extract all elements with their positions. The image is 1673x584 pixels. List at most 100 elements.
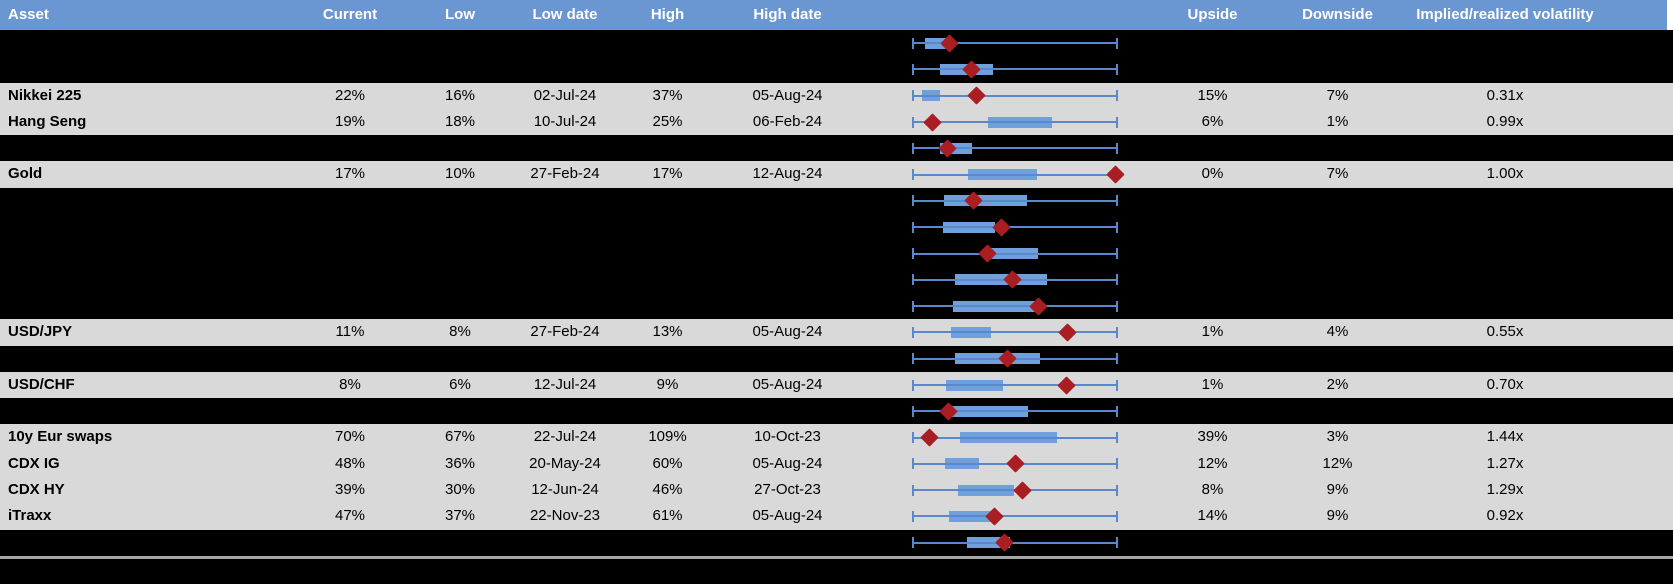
cell-high xyxy=(620,135,715,161)
table-row: Nikkei 225 22% 16% 02-Jul-24 37% 05-Aug-… xyxy=(0,82,1673,109)
column-header-current: Current xyxy=(322,6,378,23)
boxplot-left-cap xyxy=(912,510,914,522)
boxplot-left-cap xyxy=(912,248,914,260)
cell-high-date xyxy=(715,293,860,319)
cell-filler xyxy=(1610,240,1673,266)
boxplot-right-cap xyxy=(1116,353,1118,365)
box-whisker-plot xyxy=(912,214,1118,240)
cell-filler xyxy=(1610,30,1673,56)
cell-asset-name xyxy=(0,293,290,319)
cell-upside: 1% xyxy=(1201,375,1224,393)
cell-range-chart xyxy=(860,346,1150,372)
box-whisker-plot xyxy=(912,424,1118,450)
table-row xyxy=(0,30,1673,57)
box-whisker-plot xyxy=(912,188,1118,214)
cell-upside xyxy=(1150,56,1275,82)
cell-range-chart xyxy=(860,83,1150,109)
cell-range-chart xyxy=(860,161,1150,187)
cell-high-date: 05-Aug-24 xyxy=(752,375,823,393)
table-row xyxy=(0,398,1673,425)
cell-filler xyxy=(1610,477,1673,503)
cell-current xyxy=(290,188,410,214)
column-header-upside: Upside xyxy=(1187,6,1238,23)
cell-implied-realized-volatility: 1.29x xyxy=(1486,481,1524,499)
cell-high: 9% xyxy=(656,375,679,393)
cell-asset-name xyxy=(0,267,290,293)
cell-downside: 12% xyxy=(1322,454,1353,472)
cell-high xyxy=(620,398,715,424)
table-row: USD/JPY 11% 8% 27-Feb-24 13% 05-Aug-24 1… xyxy=(0,319,1673,346)
cell-upside xyxy=(1150,214,1275,240)
current-value-diamond-marker xyxy=(1012,480,1032,500)
cell-implied-realized-volatility: 0.31x xyxy=(1486,86,1524,104)
boxplot-right-cap xyxy=(1116,458,1118,470)
cell-filler xyxy=(1610,56,1673,82)
cell-downside: 9% xyxy=(1326,507,1349,525)
current-value-diamond-marker xyxy=(1005,454,1025,474)
box-whisker-plot xyxy=(912,109,1118,135)
boxplot-whisker-line xyxy=(912,68,1118,71)
cell-low-date xyxy=(510,530,620,556)
boxplot-right-cap xyxy=(1116,63,1118,75)
boxplot-whisker-line xyxy=(912,199,1118,202)
cell-current: 47% xyxy=(334,507,366,525)
cell-current xyxy=(290,293,410,319)
boxplot-right-cap xyxy=(1116,248,1118,260)
table-row xyxy=(0,266,1673,293)
cell-current: 22% xyxy=(334,86,366,104)
boxplot-left-cap xyxy=(912,458,914,470)
cell-high-date xyxy=(715,267,860,293)
box-whisker-plot xyxy=(912,83,1118,109)
cell-current xyxy=(290,30,410,56)
boxplot-whisker-line xyxy=(912,94,1118,97)
cell-downside xyxy=(1275,240,1400,266)
cell-low-date xyxy=(510,135,620,161)
table-row: Hang Seng 19% 18% 10-Jul-24 25% 06-Feb-2… xyxy=(0,108,1673,136)
cell-range-chart xyxy=(860,267,1150,293)
cell-upside: 12% xyxy=(1197,454,1228,472)
cell-high: 13% xyxy=(652,323,683,341)
cell-implied-realized-volatility xyxy=(1400,530,1610,556)
cell-downside xyxy=(1275,530,1400,556)
boxplot-left-cap xyxy=(912,353,914,365)
cell-current: 19% xyxy=(334,112,366,130)
cell-high xyxy=(620,188,715,214)
cell-downside xyxy=(1275,398,1400,424)
cell-upside: 1% xyxy=(1201,323,1224,341)
cell-downside: 1% xyxy=(1326,112,1349,130)
boxplot-left-cap xyxy=(912,405,914,417)
cell-low-date xyxy=(510,346,620,372)
cell-low: 37% xyxy=(444,507,476,525)
cell-low: 10% xyxy=(444,165,476,183)
cell-filler xyxy=(1610,214,1673,240)
boxplot-right-cap xyxy=(1116,221,1118,233)
column-header-high: High xyxy=(650,6,685,23)
cell-downside xyxy=(1275,30,1400,56)
cell-implied-realized-volatility xyxy=(1400,267,1610,293)
cell-downside xyxy=(1275,214,1400,240)
cell-implied-realized-volatility xyxy=(1400,135,1610,161)
table-header-row: Asset Current Low Low date High High dat… xyxy=(0,0,1673,30)
cell-upside: 14% xyxy=(1197,507,1228,525)
cell-implied-realized-volatility xyxy=(1400,214,1610,240)
column-header-asset: Asset xyxy=(8,6,49,23)
boxplot-whisker-line xyxy=(912,305,1118,308)
table-row xyxy=(0,529,1673,556)
cell-current: 11% xyxy=(335,323,365,341)
cell-filler xyxy=(1610,83,1673,109)
current-value-diamond-marker xyxy=(1106,165,1126,184)
boxplot-right-cap xyxy=(1116,484,1118,496)
cell-low xyxy=(410,56,510,82)
cell-high-date xyxy=(715,30,860,56)
cell-low: 18% xyxy=(444,112,476,130)
cell-current: 70% xyxy=(334,428,366,446)
boxplot-left-cap xyxy=(912,537,914,549)
cell-low-date: 12-Jul-24 xyxy=(533,375,597,393)
current-value-diamond-marker xyxy=(1058,323,1078,342)
cell-filler xyxy=(1610,109,1673,135)
cell-current xyxy=(290,530,410,556)
cell-low xyxy=(410,214,510,240)
cell-filler xyxy=(1610,346,1673,372)
cell-high-date xyxy=(715,530,860,556)
table-row: CDX IG 48% 36% 20-May-24 60% 05-Aug-24 1… xyxy=(0,450,1673,478)
